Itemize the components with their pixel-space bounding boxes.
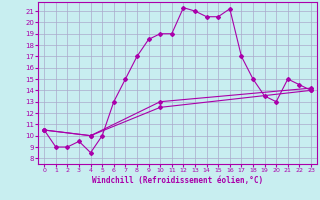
X-axis label: Windchill (Refroidissement éolien,°C): Windchill (Refroidissement éolien,°C)	[92, 176, 263, 185]
